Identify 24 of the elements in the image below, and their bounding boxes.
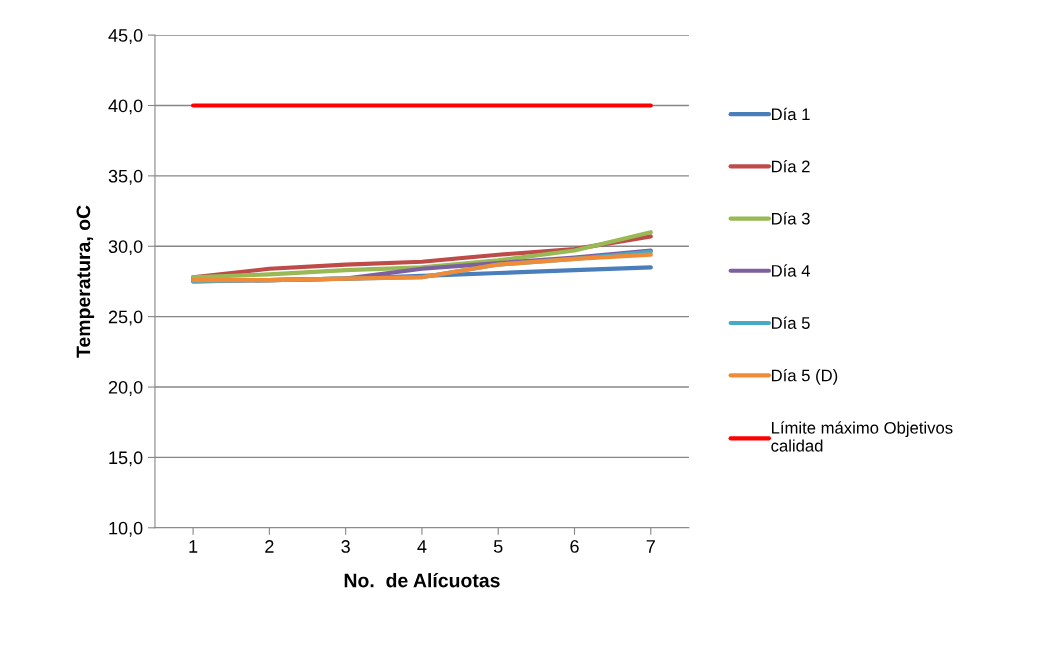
- legend-label: Día 1: [771, 107, 810, 121]
- y-tick-label: 15,0: [109, 451, 143, 467]
- x-tick-label: 6: [570, 540, 579, 553]
- x-tick-label: 2: [265, 540, 274, 553]
- y-tick-label: 30,0: [108, 240, 143, 256]
- y-axis-title: Temperatura, oC: [76, 205, 95, 358]
- x-tick-label: 4: [417, 540, 427, 553]
- legend-label: Límite máximo Objetivos calidad: [771, 421, 953, 452]
- y-tick-label: 20,0: [108, 380, 143, 396]
- x-tick-label: 5: [493, 540, 503, 553]
- y-tick-label: 10,0: [109, 521, 143, 537]
- x-axis-title: No. de Alícuotas: [344, 572, 500, 588]
- y-tick-label: 35,0: [108, 169, 143, 185]
- x-tick-label: 3: [341, 540, 350, 553]
- x-tick-label: 1: [189, 540, 198, 553]
- legend-label: Día 3: [771, 212, 810, 225]
- y-tick-label: 25,0: [108, 310, 143, 326]
- legend-label: Día 5: [771, 316, 810, 329]
- legend-label: Día 2: [771, 159, 810, 173]
- y-tick-label: 40,0: [108, 99, 143, 115]
- y-tick-label: 45,0: [108, 29, 143, 44]
- legend-label: Día 4: [771, 264, 810, 277]
- legend-label: Día 5 (D): [771, 368, 838, 385]
- x-tick-label: 7: [646, 540, 655, 553]
